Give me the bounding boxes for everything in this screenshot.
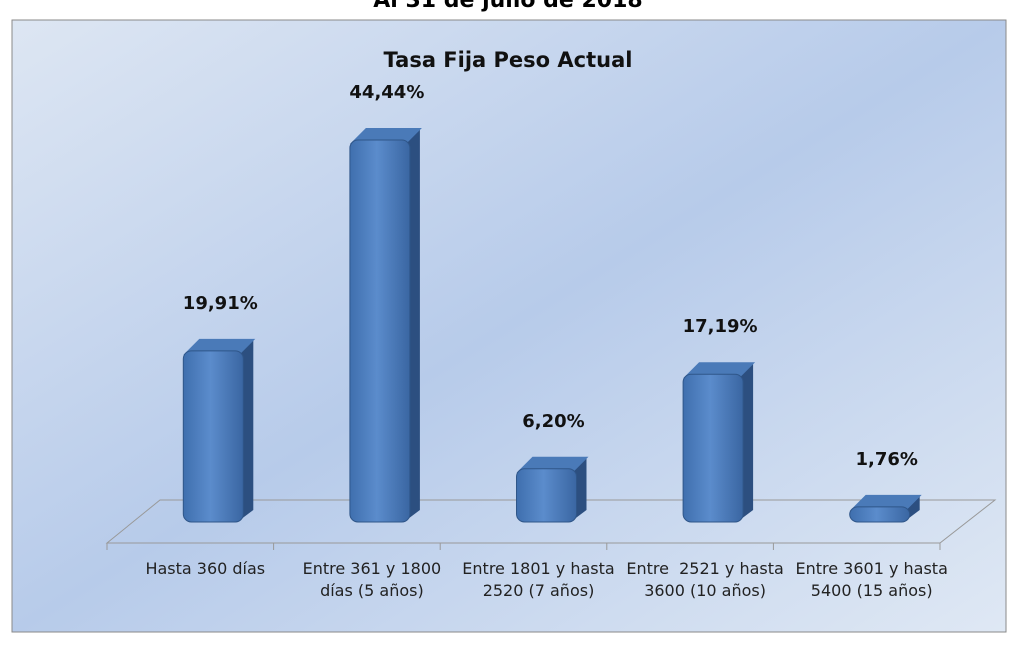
data-label: 44,44% xyxy=(349,82,425,103)
x-tick-label: Entre 3601 y hasta 5400 (15 años) xyxy=(795,559,953,600)
bar xyxy=(849,506,911,523)
bar xyxy=(682,373,744,523)
data-label: 1,76% xyxy=(855,448,918,470)
data-label: 6,20% xyxy=(522,410,585,432)
x-tick-label: Entre 361 y 1800 días (5 años) xyxy=(302,559,447,600)
chart-area xyxy=(11,19,1007,633)
bar xyxy=(516,468,577,523)
x-tick-label: Hasta 360 días xyxy=(145,559,266,578)
bar xyxy=(182,350,244,523)
floor xyxy=(105,499,997,544)
x-tick-label: Entre 2521 y hasta 3600 (10 años) xyxy=(626,559,784,600)
x-tick-label: Entre 1801 y hasta 2520 (7 años) xyxy=(462,559,620,600)
data-label: 17,19% xyxy=(682,316,758,338)
chart-title: Tasa Fija Peso Actual xyxy=(383,48,633,72)
bar xyxy=(349,139,411,523)
data-label: 19,91% xyxy=(182,292,258,314)
page-title: Al 31 de julio de 2018 xyxy=(373,0,643,13)
